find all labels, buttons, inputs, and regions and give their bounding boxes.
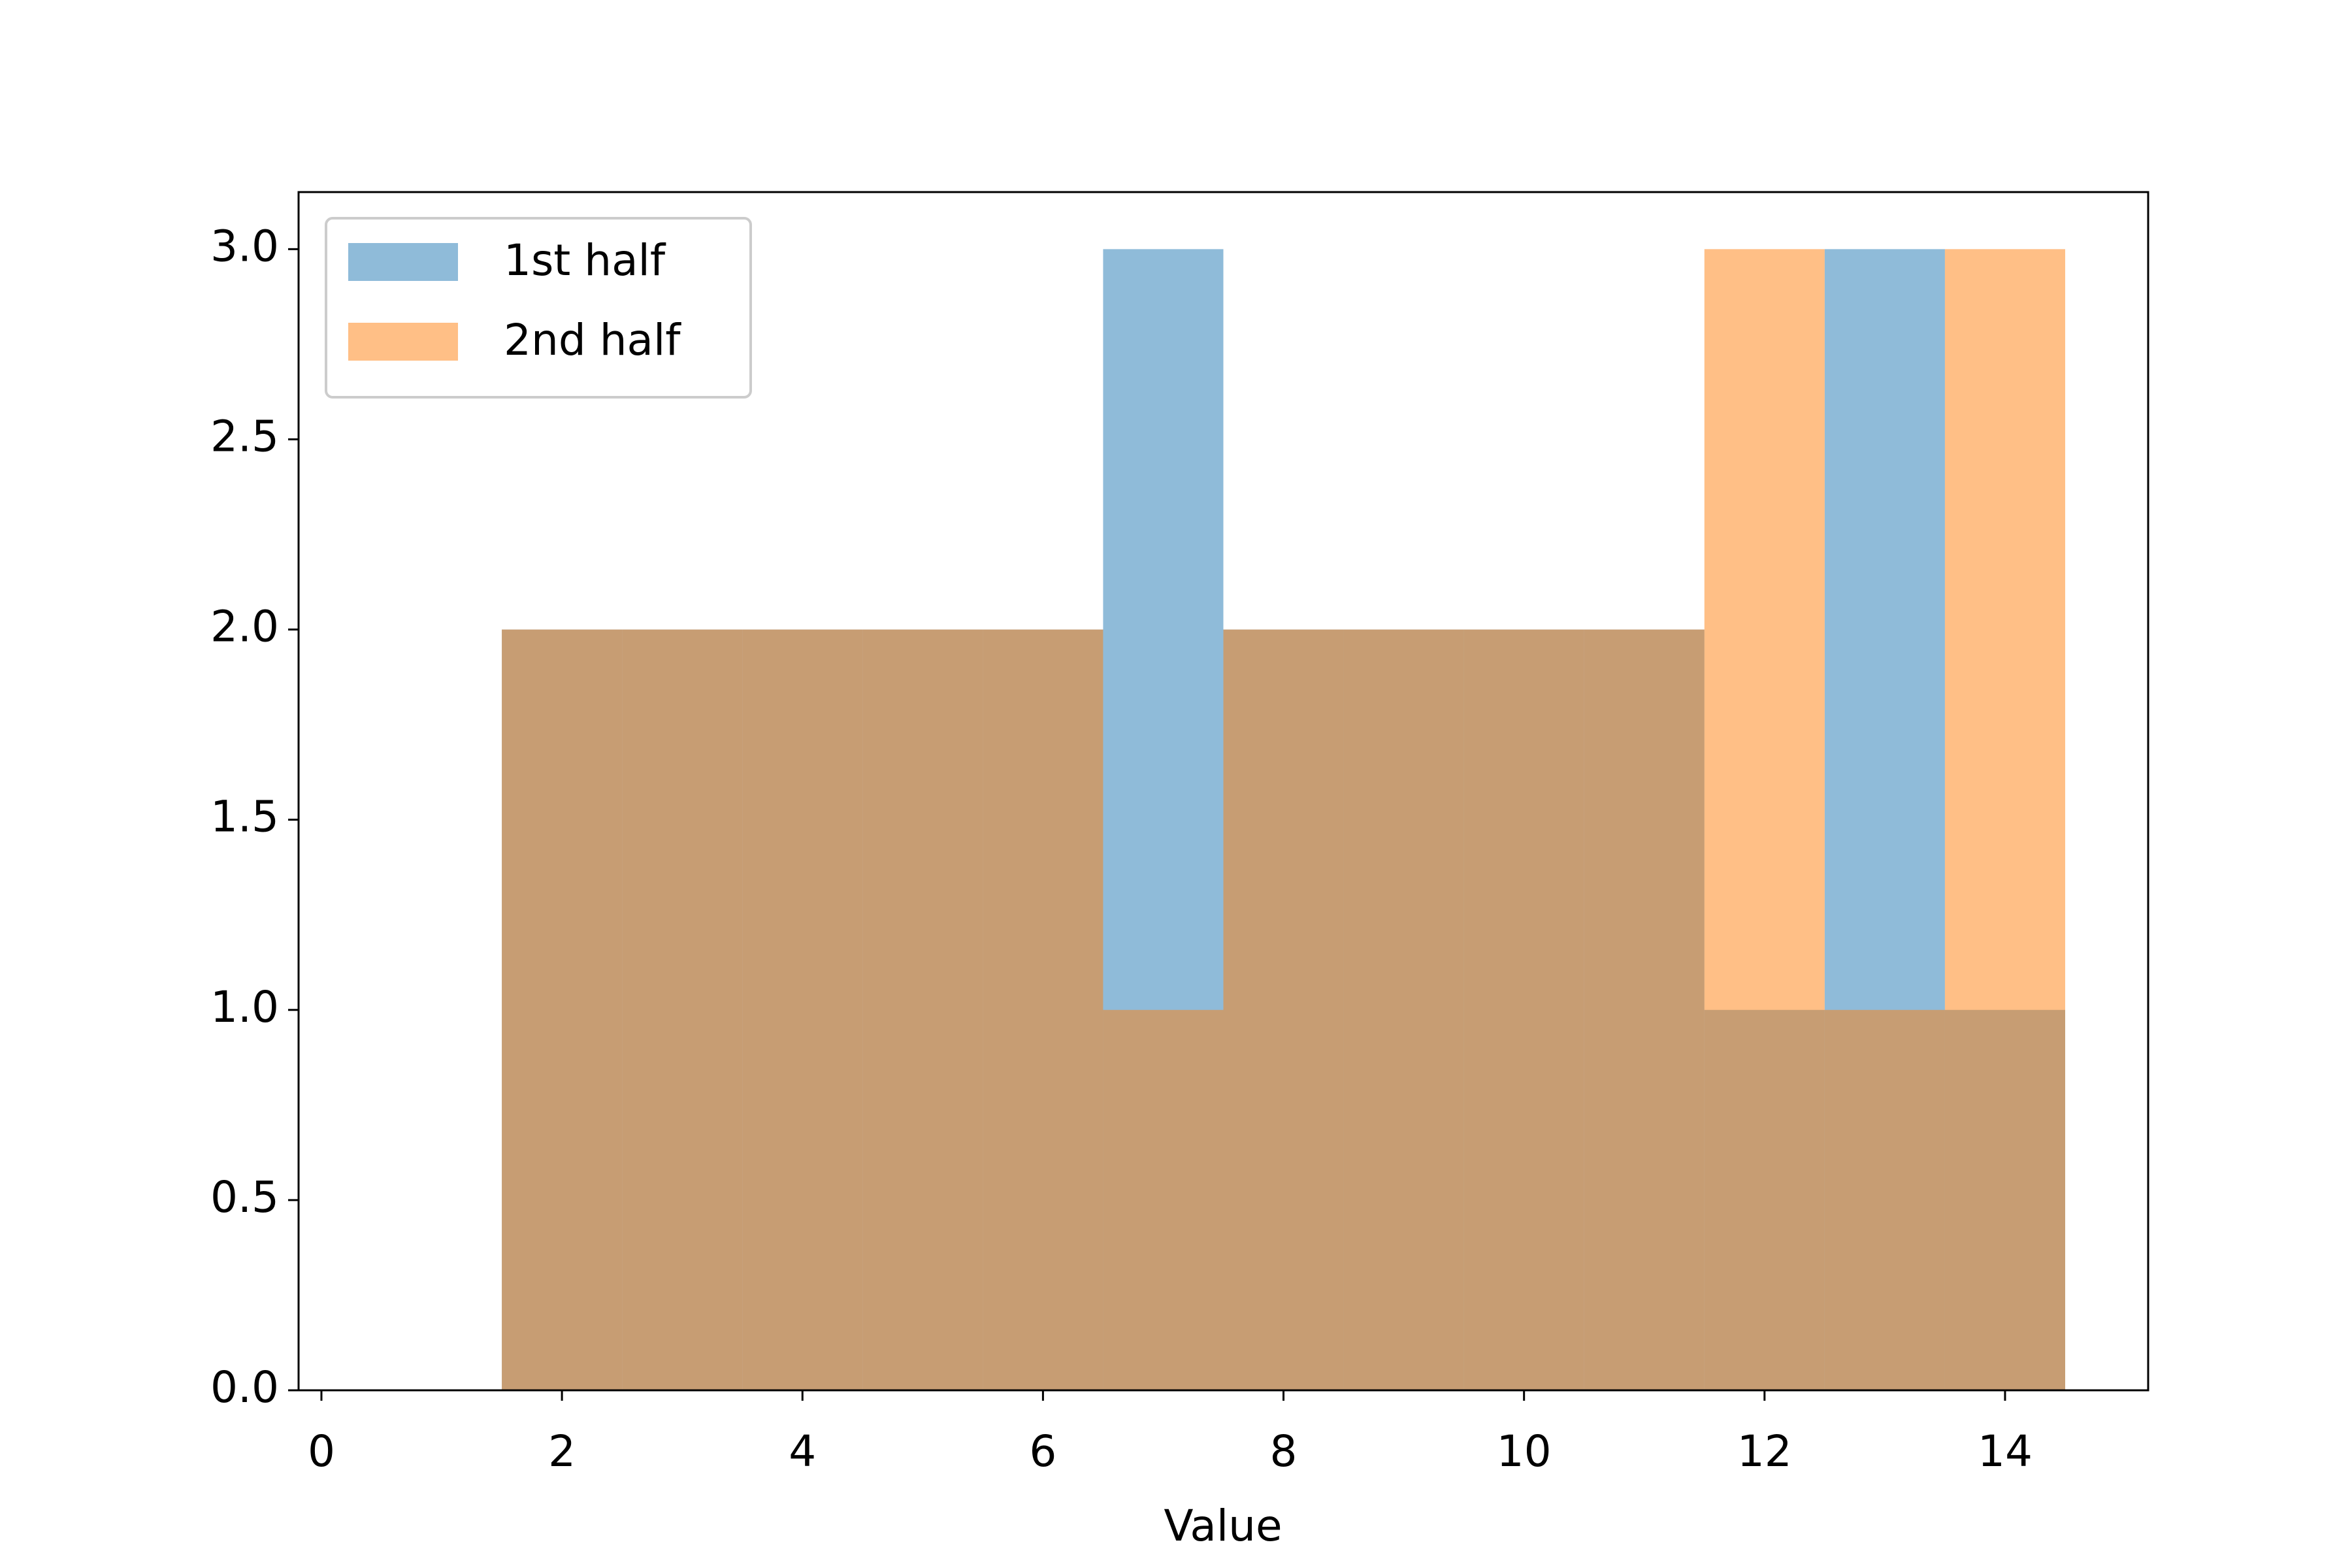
y-tick-label: 1.0 [210, 982, 279, 1032]
y-tick-label: 0.0 [210, 1362, 279, 1413]
histogram-bar [1103, 1009, 1224, 1390]
histogram-bar [1824, 1009, 1945, 1390]
plot-frame [297, 191, 2149, 1392]
histogram-bar [1343, 629, 1464, 1390]
legend-swatch [348, 243, 458, 281]
histogram-bar [1223, 629, 1344, 1390]
histogram-bar [1584, 629, 1705, 1390]
histogram-bar [742, 629, 863, 1390]
histogram-bar [983, 629, 1103, 1390]
histogram-bar [502, 629, 623, 1390]
histogram-bar [1944, 249, 2065, 1390]
y-tick-label: 0.5 [210, 1172, 279, 1222]
x-tick-label: 12 [1737, 1426, 1792, 1477]
histogram-bar [1463, 629, 1584, 1390]
x-tick-label: 6 [1029, 1426, 1056, 1477]
x-tick-label: 10 [1497, 1426, 1552, 1477]
y-tick-label: 1.5 [210, 792, 279, 842]
x-axis-label: Value [1164, 1501, 1282, 1551]
x-tick-label: 14 [1978, 1426, 2033, 1477]
x-tick-label: 4 [789, 1426, 816, 1477]
x-tick-label: 2 [548, 1426, 576, 1477]
histogram-bar [862, 629, 983, 1390]
histogram-bar [622, 629, 743, 1390]
histogram-bar [1704, 249, 1825, 1390]
legend-label: 1st half [504, 235, 666, 286]
legend-swatch [348, 323, 458, 361]
y-tick-label: 2.0 [210, 602, 279, 652]
x-tick-label: 8 [1270, 1426, 1298, 1477]
y-tick-label: 3.0 [210, 221, 279, 271]
x-tick-label: 0 [308, 1426, 335, 1477]
y-tick-label: 2.5 [210, 412, 279, 462]
legend-label: 2nd half [504, 315, 681, 365]
